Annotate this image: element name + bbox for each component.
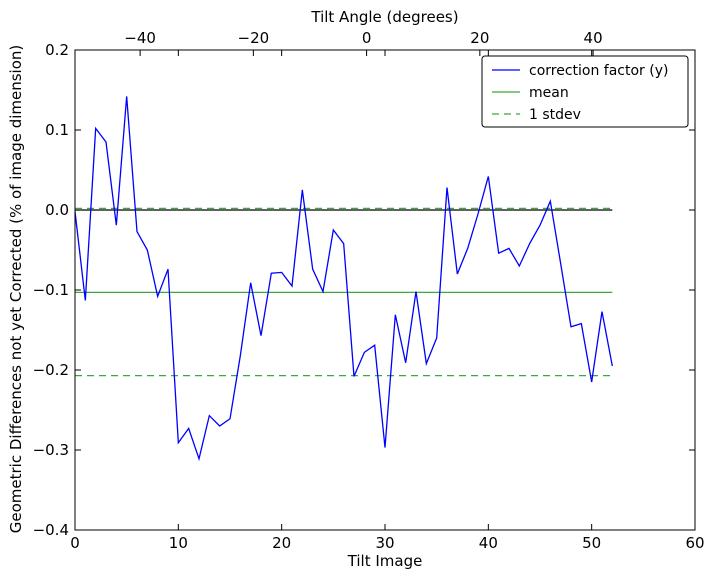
y-tick-label: 0.2: [45, 41, 69, 59]
y-tick-label: −0.2: [33, 361, 69, 379]
legend-label: 1 stdev: [529, 107, 581, 123]
top-x-tick-label: −20: [238, 29, 270, 47]
x-tick-label: 40: [479, 534, 498, 552]
y-axis-title: Geometric Differences not yet Corrected …: [7, 45, 25, 534]
x-tick-label: 20: [272, 534, 291, 552]
x-tick-label: 30: [375, 534, 394, 552]
y-tick-label: −0.3: [33, 441, 69, 459]
x-tick-label: 0: [70, 534, 80, 552]
legend-label: mean: [529, 85, 569, 101]
x-tick-label: 60: [685, 534, 704, 552]
x-axis-title: Tilt Image: [347, 552, 423, 570]
y-tick-label: −0.4: [33, 521, 69, 539]
y-tick-label: 0.1: [45, 121, 69, 139]
x-tick-label: 10: [169, 534, 188, 552]
top-x-axis-title: Tilt Angle (degrees): [310, 8, 458, 26]
y-tick-label: −0.1: [33, 281, 69, 299]
top-x-tick-label: 0: [362, 29, 372, 47]
y-tick-label: 0.0: [45, 201, 69, 219]
series-line-correction: [74, 96, 613, 462]
top-x-tick-label: −40: [124, 29, 156, 47]
top-x-tick-label: 40: [584, 29, 603, 47]
legend-label: correction factor (y): [529, 63, 668, 79]
top-x-tick-label: 20: [470, 29, 489, 47]
x-tick-label: 50: [582, 534, 601, 552]
legend-box: [481, 55, 689, 128]
